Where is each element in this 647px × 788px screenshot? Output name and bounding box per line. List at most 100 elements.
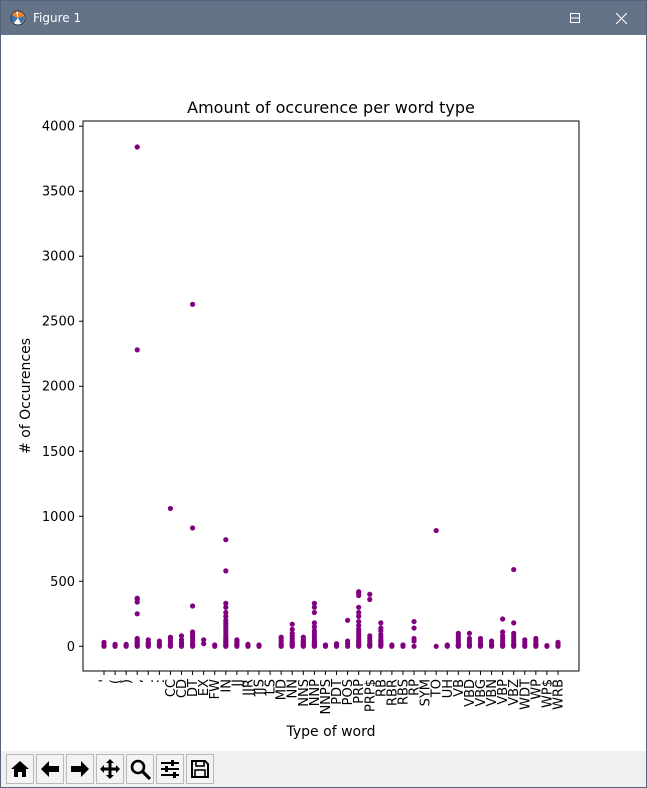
x-tick-label: RBR: [385, 679, 400, 706]
x-tick-label: NNS: [297, 679, 312, 707]
x-tick-label: RB: [374, 679, 389, 697]
data-point: [367, 633, 373, 639]
data-point: [378, 631, 384, 638]
x-tick-label: VBD: [463, 679, 478, 707]
data-point: [289, 621, 295, 627]
x-tick-label: NN: [286, 679, 301, 698]
data-point: [289, 630, 295, 636]
data-point: [500, 629, 506, 635]
data-point: [356, 609, 362, 616]
data-point: [189, 301, 196, 307]
x-tick-label: WP: [529, 679, 544, 700]
x-tick-label: VBG: [474, 679, 489, 707]
x-tick-label: RP: [408, 679, 423, 696]
data-point: [345, 638, 351, 644]
data-point: [223, 609, 229, 616]
data-point: [223, 537, 229, 543]
data-point: [156, 638, 162, 644]
x-tick-label: WP$: [540, 679, 555, 708]
data-point: [500, 616, 506, 622]
data-point: [356, 626, 362, 632]
data-point: [201, 637, 207, 643]
data-point: [411, 618, 417, 625]
data-point: [511, 630, 517, 636]
data-point: [378, 620, 384, 626]
maximize-button[interactable]: [552, 1, 598, 35]
data-point: [134, 635, 140, 642]
data-point: [134, 347, 140, 353]
data-point: [455, 630, 461, 636]
data-points: [101, 144, 561, 649]
save-button[interactable]: [186, 754, 214, 784]
x-tick-label: VBN: [485, 679, 500, 707]
x-tick-label: NNP: [308, 679, 323, 706]
data-point: [533, 635, 539, 642]
x-tick-label: PDT: [330, 679, 345, 705]
minimize-button[interactable]: [552, 1, 598, 35]
data-point: [223, 617, 229, 623]
data-point: [333, 641, 340, 647]
x-axis: '(),.:CCCDDTEXFWINJJJJRJJSLSMDNNNNSNNPNN…: [98, 671, 567, 715]
x-tick-label: LS: [264, 679, 279, 695]
x-tick-label: WDT: [518, 679, 533, 710]
navigation-toolbar: [1, 751, 646, 787]
window-title: Figure 1: [33, 11, 82, 25]
data-point: [223, 604, 229, 610]
data-point: [522, 637, 528, 643]
configure-subplots-button[interactable]: [156, 754, 184, 784]
zoom-button[interactable]: [126, 754, 154, 784]
data-point: [167, 634, 174, 640]
x-tick-label: IN: [219, 679, 234, 693]
data-point: [311, 600, 317, 606]
data-point: [500, 633, 506, 639]
x-tick-label: EX: [197, 679, 212, 696]
y-tick-label: 2000: [42, 380, 75, 395]
y-tick-label: 3000: [42, 250, 75, 265]
data-point: [411, 625, 417, 631]
pan-button[interactable]: [96, 754, 124, 784]
arrow-left-icon: [41, 761, 59, 777]
x-tick-label: SYM: [419, 679, 434, 706]
data-point: [145, 637, 151, 643]
data-point: [356, 604, 362, 610]
x-tick-label: ): [120, 679, 135, 684]
x-tick-label: CD: [175, 679, 190, 698]
x-tick-label: NNPS: [319, 679, 334, 715]
x-tick-label: MD: [275, 679, 290, 700]
y-tick-label: 0: [67, 640, 75, 655]
forward-button[interactable]: [66, 754, 94, 784]
close-icon: [615, 12, 627, 24]
x-tick-label: UH: [441, 679, 456, 698]
back-button[interactable]: [36, 754, 64, 784]
y-tick-label: 2500: [42, 315, 75, 330]
y-tick-label: 1500: [42, 445, 75, 460]
x-tick-label: :: [153, 679, 168, 683]
data-point: [544, 643, 550, 649]
data-point: [311, 624, 317, 630]
data-point: [289, 626, 295, 632]
home-button[interactable]: [6, 754, 34, 784]
y-axis-label: # of Occurences: [18, 338, 34, 454]
x-tick-label: .: [142, 679, 157, 683]
data-point: [511, 566, 517, 573]
data-point: [134, 611, 140, 617]
data-point: [223, 600, 229, 606]
y-tick-label: 500: [50, 575, 75, 590]
floppy-disk-icon: [191, 760, 209, 778]
x-tick-label: JJR: [241, 679, 256, 697]
x-tick-label: PRP: [352, 679, 367, 704]
x-tick-label: ,: [131, 679, 146, 683]
x-tick-label: DT: [186, 679, 201, 697]
title-bar[interactable]: Figure 1: [1, 1, 646, 35]
x-tick-label: VBZ: [507, 679, 522, 706]
data-point: [378, 625, 384, 631]
figure-canvas[interactable]: Amount of occurence per word type 0 500 10…: [1, 35, 646, 751]
data-point: [234, 637, 240, 643]
data-point: [245, 641, 251, 647]
close-button[interactable]: [598, 1, 644, 35]
data-point: [178, 637, 185, 643]
data-point: [367, 591, 373, 597]
chart-title: Amount of occurence per word type: [187, 98, 475, 117]
x-axis-label: Type of word: [286, 724, 376, 740]
data-point: [101, 639, 107, 645]
